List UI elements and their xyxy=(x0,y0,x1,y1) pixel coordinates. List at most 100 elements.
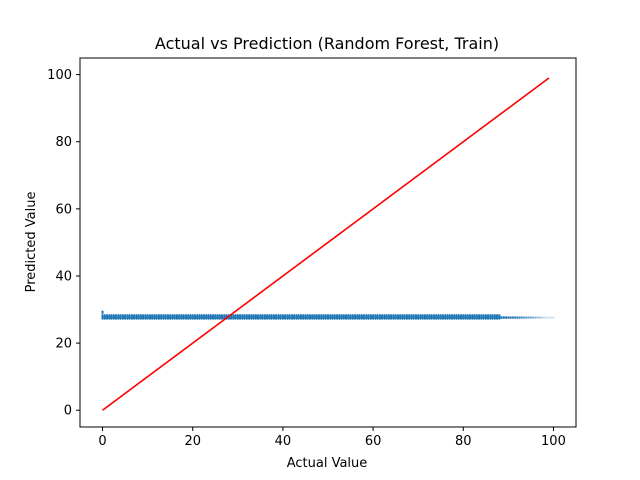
scatter-point xyxy=(538,316,542,320)
scatter-point xyxy=(236,314,239,317)
scatter-point xyxy=(362,314,366,317)
scatter-point xyxy=(119,314,122,317)
scatter-point xyxy=(414,314,418,317)
scatter-point xyxy=(453,314,456,317)
scatter-point xyxy=(550,316,553,319)
y-tick-label: 20 xyxy=(55,337,72,352)
scatter-point xyxy=(347,314,350,317)
scatter-point xyxy=(527,316,530,320)
scatter-point xyxy=(408,314,411,317)
y-tick-label: 40 xyxy=(55,269,72,284)
scatter-point xyxy=(142,314,145,317)
scatter-point xyxy=(430,314,433,317)
scatter-point xyxy=(342,314,345,317)
scatter-point xyxy=(200,314,203,317)
scatter-point xyxy=(428,314,431,317)
scatter-point xyxy=(277,314,280,317)
scatter-point xyxy=(223,314,226,317)
scatter-point xyxy=(178,314,181,317)
identity-line xyxy=(102,77,550,411)
scatter-point xyxy=(536,316,539,319)
scatter-point xyxy=(133,314,136,317)
scatter-point xyxy=(146,314,149,317)
scatter-point xyxy=(308,314,312,317)
scatter-point xyxy=(489,314,492,317)
scatter-point xyxy=(272,314,275,317)
scatter-point xyxy=(148,314,151,317)
scatter-point xyxy=(365,314,368,317)
scatter-point xyxy=(238,314,242,317)
scatter-point xyxy=(270,314,273,317)
scatter-point xyxy=(162,314,165,317)
scatter-point xyxy=(475,314,478,317)
scatter-point xyxy=(495,314,499,317)
scatter-point xyxy=(202,314,206,317)
scatter-point xyxy=(351,314,354,317)
scatter-point xyxy=(394,314,397,317)
scatter-point xyxy=(169,314,172,317)
scatter-point xyxy=(390,314,393,317)
scatter-point xyxy=(541,316,544,319)
scatter-point xyxy=(367,314,370,317)
scatter-point xyxy=(381,314,384,317)
scatter-point xyxy=(322,314,325,317)
scatter-point xyxy=(399,314,402,317)
scatter-point xyxy=(444,314,447,317)
scatter-point xyxy=(392,314,395,317)
scatter-point xyxy=(313,314,316,317)
scatter-point xyxy=(241,314,244,317)
scatter-point xyxy=(182,314,185,317)
x-tick-label: 100 xyxy=(541,434,566,449)
scatter-point xyxy=(405,314,409,317)
scatter-point xyxy=(403,314,406,317)
scatter-point xyxy=(250,314,253,317)
scatter-point xyxy=(329,314,332,317)
scatter-point xyxy=(502,316,505,319)
scatter-point xyxy=(538,316,542,319)
scatter-point xyxy=(545,316,548,320)
scatter-point xyxy=(482,314,485,317)
scatter-point xyxy=(114,314,118,317)
scatter-point xyxy=(281,314,285,317)
scatter-point xyxy=(547,316,551,320)
scatter-point xyxy=(378,314,381,317)
scatter-point xyxy=(166,314,170,317)
scatter-point xyxy=(112,314,115,317)
scatter-point xyxy=(184,314,188,317)
scatter-point xyxy=(450,314,454,317)
scatter-point xyxy=(153,314,156,317)
scatter-point xyxy=(198,314,201,317)
scatter-point xyxy=(293,314,296,317)
scatter-point xyxy=(457,314,460,317)
scatter-point xyxy=(128,314,131,317)
scatter-point xyxy=(164,314,167,317)
scatter-point xyxy=(317,314,321,317)
scatter-point xyxy=(320,314,323,317)
scatter-point xyxy=(101,314,104,317)
scatter-point xyxy=(333,314,336,317)
scatter-point xyxy=(401,314,404,317)
scatter-point xyxy=(423,314,427,317)
scatter-point xyxy=(491,314,494,317)
scatter-point xyxy=(462,314,465,317)
scatter-point xyxy=(284,314,287,317)
scatter-point xyxy=(338,314,341,317)
axis-ticks: 0 20 40 60 80 100 0 20 40 60 80 100 xyxy=(47,68,566,449)
scatter-point xyxy=(209,314,212,317)
scatter-point xyxy=(155,314,158,317)
scatter-point xyxy=(349,314,352,317)
scatter-point xyxy=(437,314,440,317)
scatter-point xyxy=(464,314,467,317)
scatter-point xyxy=(151,314,154,317)
scatter-point xyxy=(532,316,535,319)
scatter-point xyxy=(525,316,528,319)
scatter-point xyxy=(477,314,481,317)
scatter-point xyxy=(302,314,305,317)
scatter-point xyxy=(304,314,307,317)
scatter-point xyxy=(290,314,294,317)
scatter-point xyxy=(279,314,282,317)
scatter-point xyxy=(216,314,219,317)
scatter-point xyxy=(243,314,246,317)
scatter-point xyxy=(160,314,163,317)
